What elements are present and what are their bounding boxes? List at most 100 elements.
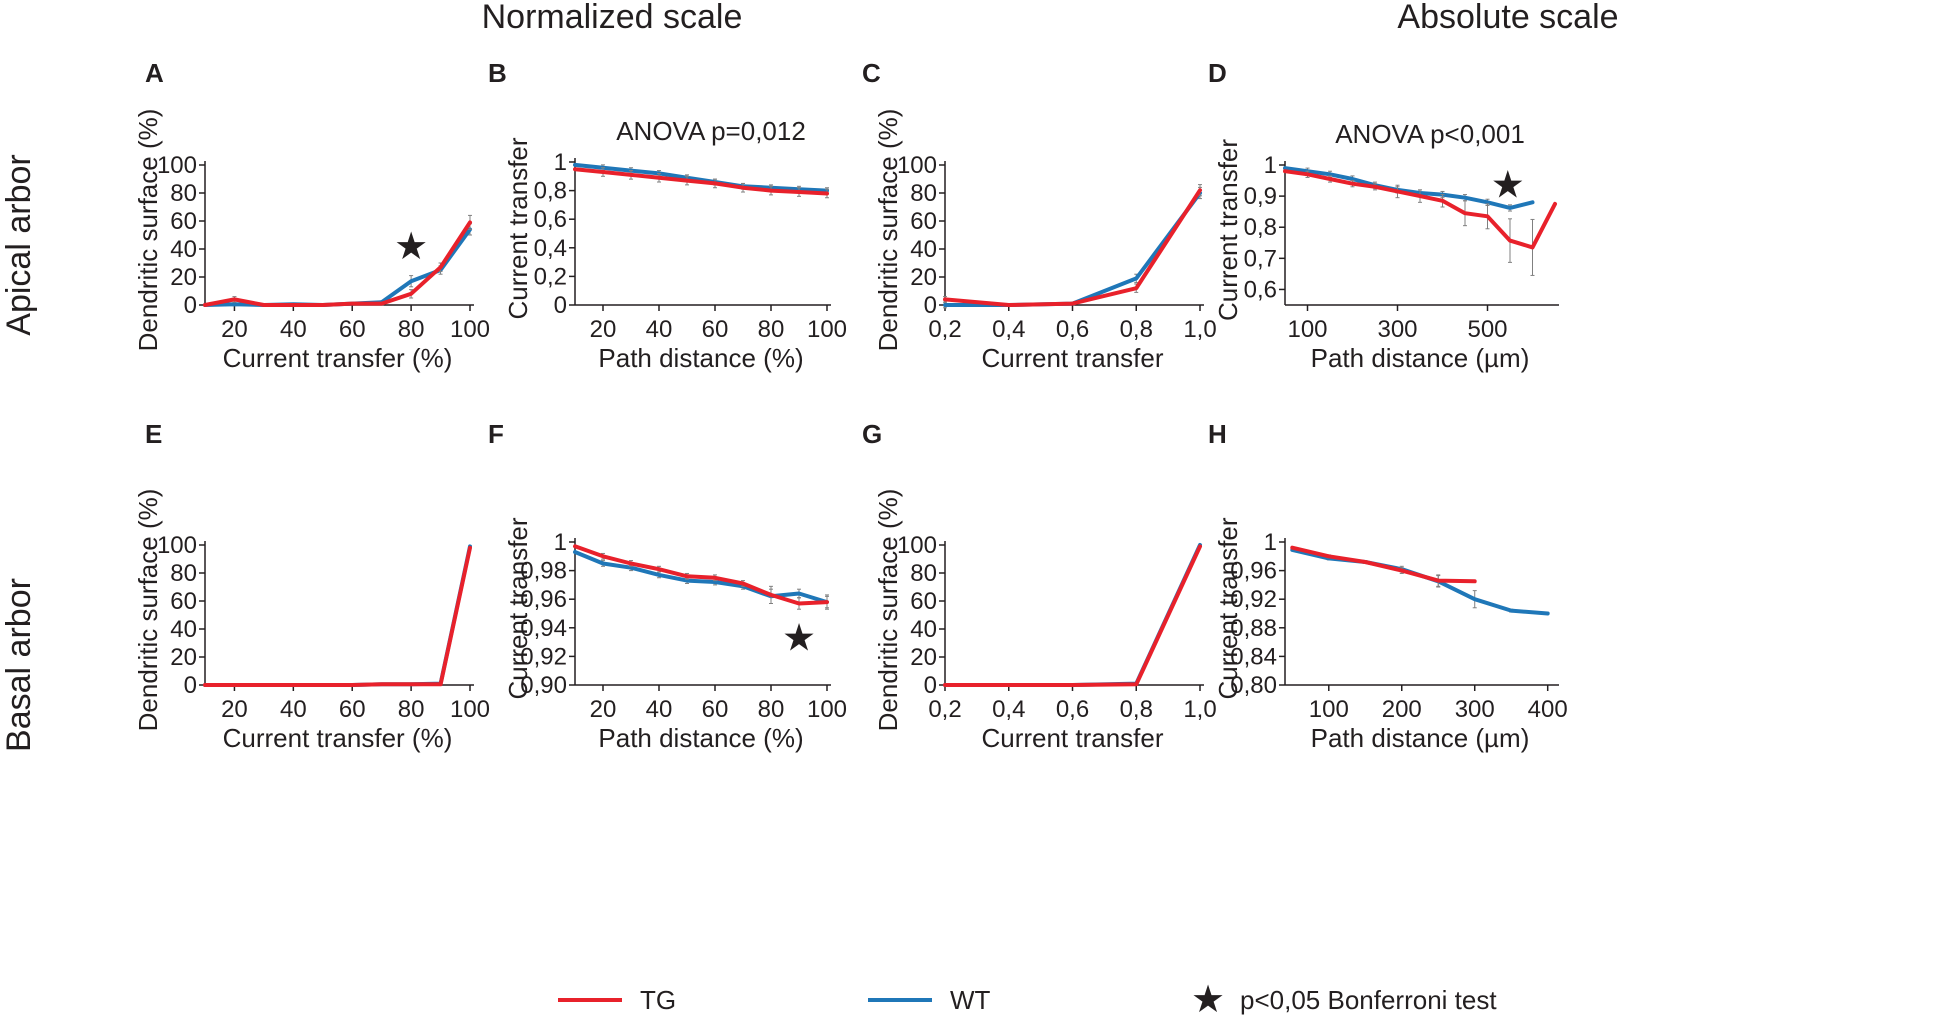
panel-letter-h: H	[1208, 419, 1227, 449]
series-line-tg	[203, 220, 472, 307]
y-tick-label: 0,84	[1230, 643, 1277, 670]
y-tick-label: 1	[1264, 152, 1277, 179]
x-tick-label: 80	[398, 316, 425, 343]
panel-letter-g: G	[862, 419, 882, 449]
x-tick-label: 100	[450, 696, 490, 723]
y-axis-label: Dendritic surface (%)	[133, 109, 163, 352]
series-line-wt	[1283, 166, 1535, 210]
y-tick-label: 0,98	[520, 558, 567, 585]
x-axis-label: Current transfer (%)	[223, 343, 453, 373]
y-tick-label: 0,94	[520, 615, 567, 642]
y-tick-label: 0,6	[534, 206, 567, 233]
anova-annotation: ANOVA p<0,001	[1335, 119, 1525, 149]
y-tick-label: 0,80	[1230, 672, 1277, 699]
series-tg	[943, 184, 1202, 307]
y-tick-label: 0	[924, 672, 937, 699]
legend-star-label: p<0,05 Bonferroni test	[1240, 985, 1497, 1015]
x-tick-label: 200	[1382, 696, 1422, 723]
y-axis-label: Current transfer	[1213, 517, 1243, 699]
x-tick-label: 80	[758, 316, 785, 343]
y-tick-label: 100	[897, 532, 937, 559]
y-axis-label: Current transfer	[503, 517, 533, 699]
y-tick-label: 0,92	[520, 643, 567, 670]
series-wt	[943, 543, 1202, 687]
y-tick-label: 40	[910, 236, 937, 263]
y-tick-label: 0	[554, 292, 567, 319]
x-tick-label: 0,6	[1056, 316, 1089, 343]
series-tg	[943, 544, 1202, 687]
y-tick-label: 20	[910, 264, 937, 291]
series-line-wt	[573, 162, 829, 193]
series-line-tg	[573, 544, 829, 606]
y-tick-label: 20	[910, 644, 937, 671]
x-tick-label: 20	[590, 316, 617, 343]
series-tg	[203, 545, 472, 687]
panel-letter-c: C	[862, 58, 881, 88]
x-tick-label: 100	[450, 316, 490, 343]
x-tick-label: 300	[1377, 316, 1417, 343]
row-header-apical: Apical arbor	[0, 154, 38, 335]
series-wt	[1290, 547, 1550, 616]
y-tick-label: 0,96	[520, 586, 567, 613]
x-tick-label: 0,4	[992, 696, 1025, 723]
anova-annotation: ANOVA p=0,012	[616, 116, 806, 146]
y-tick-label: 0,6	[1244, 276, 1277, 303]
y-tick-label: 20	[170, 644, 197, 671]
x-tick-label: 60	[702, 696, 729, 723]
y-tick-label: 60	[910, 208, 937, 235]
y-tick-label: 1	[1264, 529, 1277, 556]
series-line-tg	[203, 545, 472, 687]
column-header-normalized: Normalized scale	[482, 0, 743, 36]
series-line-tg	[943, 188, 1202, 307]
y-tick-label: 40	[170, 616, 197, 643]
y-tick-label: 0,9	[1244, 183, 1277, 210]
column-header-absolute: Absolute scale	[1397, 0, 1618, 36]
x-tick-label: 40	[646, 696, 673, 723]
y-tick-label: 60	[170, 588, 197, 615]
series-line-wt	[203, 544, 472, 687]
series-line-wt	[203, 227, 472, 307]
x-tick-label: 0,8	[1120, 316, 1153, 343]
y-tick-label: 100	[157, 152, 197, 179]
x-tick-label: 80	[398, 696, 425, 723]
y-tick-label: 0,96	[1230, 558, 1277, 585]
y-tick-label: 0,7	[1244, 245, 1277, 272]
y-tick-label: 1	[554, 149, 567, 176]
x-axis-label: Path distance (µm)	[1311, 723, 1530, 753]
y-tick-label: 0,90	[520, 672, 567, 699]
y-tick-label: 100	[157, 532, 197, 559]
series-line-tg	[1283, 169, 1557, 250]
y-tick-label: 60	[170, 208, 197, 235]
x-tick-label: 100	[807, 316, 847, 343]
x-tick-label: 40	[280, 696, 307, 723]
panel-letter-a: A	[145, 58, 164, 88]
y-tick-label: 0	[184, 292, 197, 319]
x-tick-label: 60	[339, 696, 366, 723]
x-tick-label: 40	[280, 316, 307, 343]
y-tick-label: 0,8	[534, 178, 567, 205]
series-tg	[573, 167, 829, 199]
significance-star-icon: ★	[394, 226, 428, 268]
panel-letter-f: F	[488, 419, 504, 449]
x-axis-label: Path distance (%)	[598, 343, 803, 373]
series-wt	[203, 223, 472, 307]
legend-wt-label: WT	[950, 985, 991, 1015]
x-tick-label: 20	[221, 696, 248, 723]
series-line-tg	[943, 544, 1202, 687]
y-tick-label: 0,4	[534, 235, 567, 262]
x-tick-label: 60	[702, 316, 729, 343]
series-wt	[203, 544, 472, 687]
significance-star-icon: ★	[1491, 165, 1525, 207]
significance-star-icon: ★	[782, 617, 816, 659]
y-axis-label: Current transfer	[503, 137, 533, 319]
legend: TG WT ★ p<0,05 Bonferroni test	[558, 979, 1497, 1021]
x-tick-label: 40	[646, 316, 673, 343]
x-tick-label: 500	[1467, 316, 1507, 343]
legend-star-icon: ★	[1191, 979, 1225, 1021]
y-axis-label: Dendritic surface (%)	[133, 489, 163, 732]
